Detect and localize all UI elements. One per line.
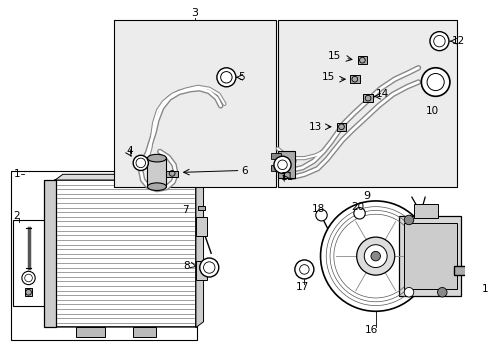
Circle shape xyxy=(199,258,218,277)
Text: 19: 19 xyxy=(480,284,488,294)
Circle shape xyxy=(315,210,326,221)
Bar xyxy=(43,180,56,328)
Circle shape xyxy=(433,35,444,47)
Circle shape xyxy=(426,73,443,91)
Text: 17: 17 xyxy=(295,282,308,292)
Circle shape xyxy=(353,208,365,219)
Bar xyxy=(166,171,178,177)
Bar xyxy=(132,328,156,337)
Bar xyxy=(357,57,366,64)
Bar xyxy=(349,75,359,83)
Circle shape xyxy=(429,32,448,51)
Bar xyxy=(114,20,275,187)
Text: 4: 4 xyxy=(126,147,133,157)
Text: 16: 16 xyxy=(364,325,377,335)
Bar xyxy=(277,20,456,187)
Text: 6: 6 xyxy=(241,166,248,176)
Text: 8: 8 xyxy=(183,261,190,271)
Text: 1: 1 xyxy=(13,169,20,179)
Circle shape xyxy=(273,156,290,174)
Text: 7: 7 xyxy=(182,206,188,215)
Text: 11: 11 xyxy=(280,172,293,182)
Circle shape xyxy=(294,260,313,279)
Bar xyxy=(363,94,372,102)
Circle shape xyxy=(220,72,232,83)
Circle shape xyxy=(133,155,148,171)
Circle shape xyxy=(356,237,394,275)
Bar xyxy=(11,171,197,340)
Bar xyxy=(270,153,280,159)
Text: 15: 15 xyxy=(327,51,341,61)
Circle shape xyxy=(277,160,286,170)
Bar xyxy=(76,328,104,337)
Bar xyxy=(196,217,207,236)
Bar xyxy=(13,220,49,306)
Text: 20: 20 xyxy=(350,202,364,212)
Circle shape xyxy=(404,215,413,225)
Circle shape xyxy=(370,251,380,261)
Text: 5: 5 xyxy=(237,72,244,82)
Text: 13: 13 xyxy=(308,122,322,132)
Text: 14: 14 xyxy=(375,89,388,99)
Text: 12: 12 xyxy=(451,36,464,46)
Bar xyxy=(196,261,207,280)
Circle shape xyxy=(203,262,215,273)
Bar xyxy=(270,165,280,171)
Bar xyxy=(147,158,166,187)
Bar xyxy=(25,288,32,296)
Circle shape xyxy=(299,265,308,274)
Bar xyxy=(55,180,196,328)
Ellipse shape xyxy=(147,154,166,162)
Bar xyxy=(277,152,294,178)
Circle shape xyxy=(421,68,449,96)
Text: 9: 9 xyxy=(363,192,370,202)
Circle shape xyxy=(364,245,386,267)
Text: 3: 3 xyxy=(191,8,198,18)
Circle shape xyxy=(136,158,145,168)
Circle shape xyxy=(216,68,235,87)
Bar xyxy=(404,223,456,289)
Bar xyxy=(453,266,488,275)
Circle shape xyxy=(437,288,446,297)
Polygon shape xyxy=(196,174,203,328)
Text: 18: 18 xyxy=(311,203,325,213)
Bar xyxy=(413,204,437,218)
Ellipse shape xyxy=(147,183,166,190)
Bar xyxy=(336,123,346,131)
Text: 10: 10 xyxy=(426,105,438,116)
Text: 2: 2 xyxy=(13,211,20,221)
Circle shape xyxy=(320,201,430,311)
Circle shape xyxy=(404,288,413,297)
Bar xyxy=(399,216,460,296)
Bar xyxy=(198,206,205,211)
Polygon shape xyxy=(55,174,203,180)
Text: 15: 15 xyxy=(321,72,334,82)
